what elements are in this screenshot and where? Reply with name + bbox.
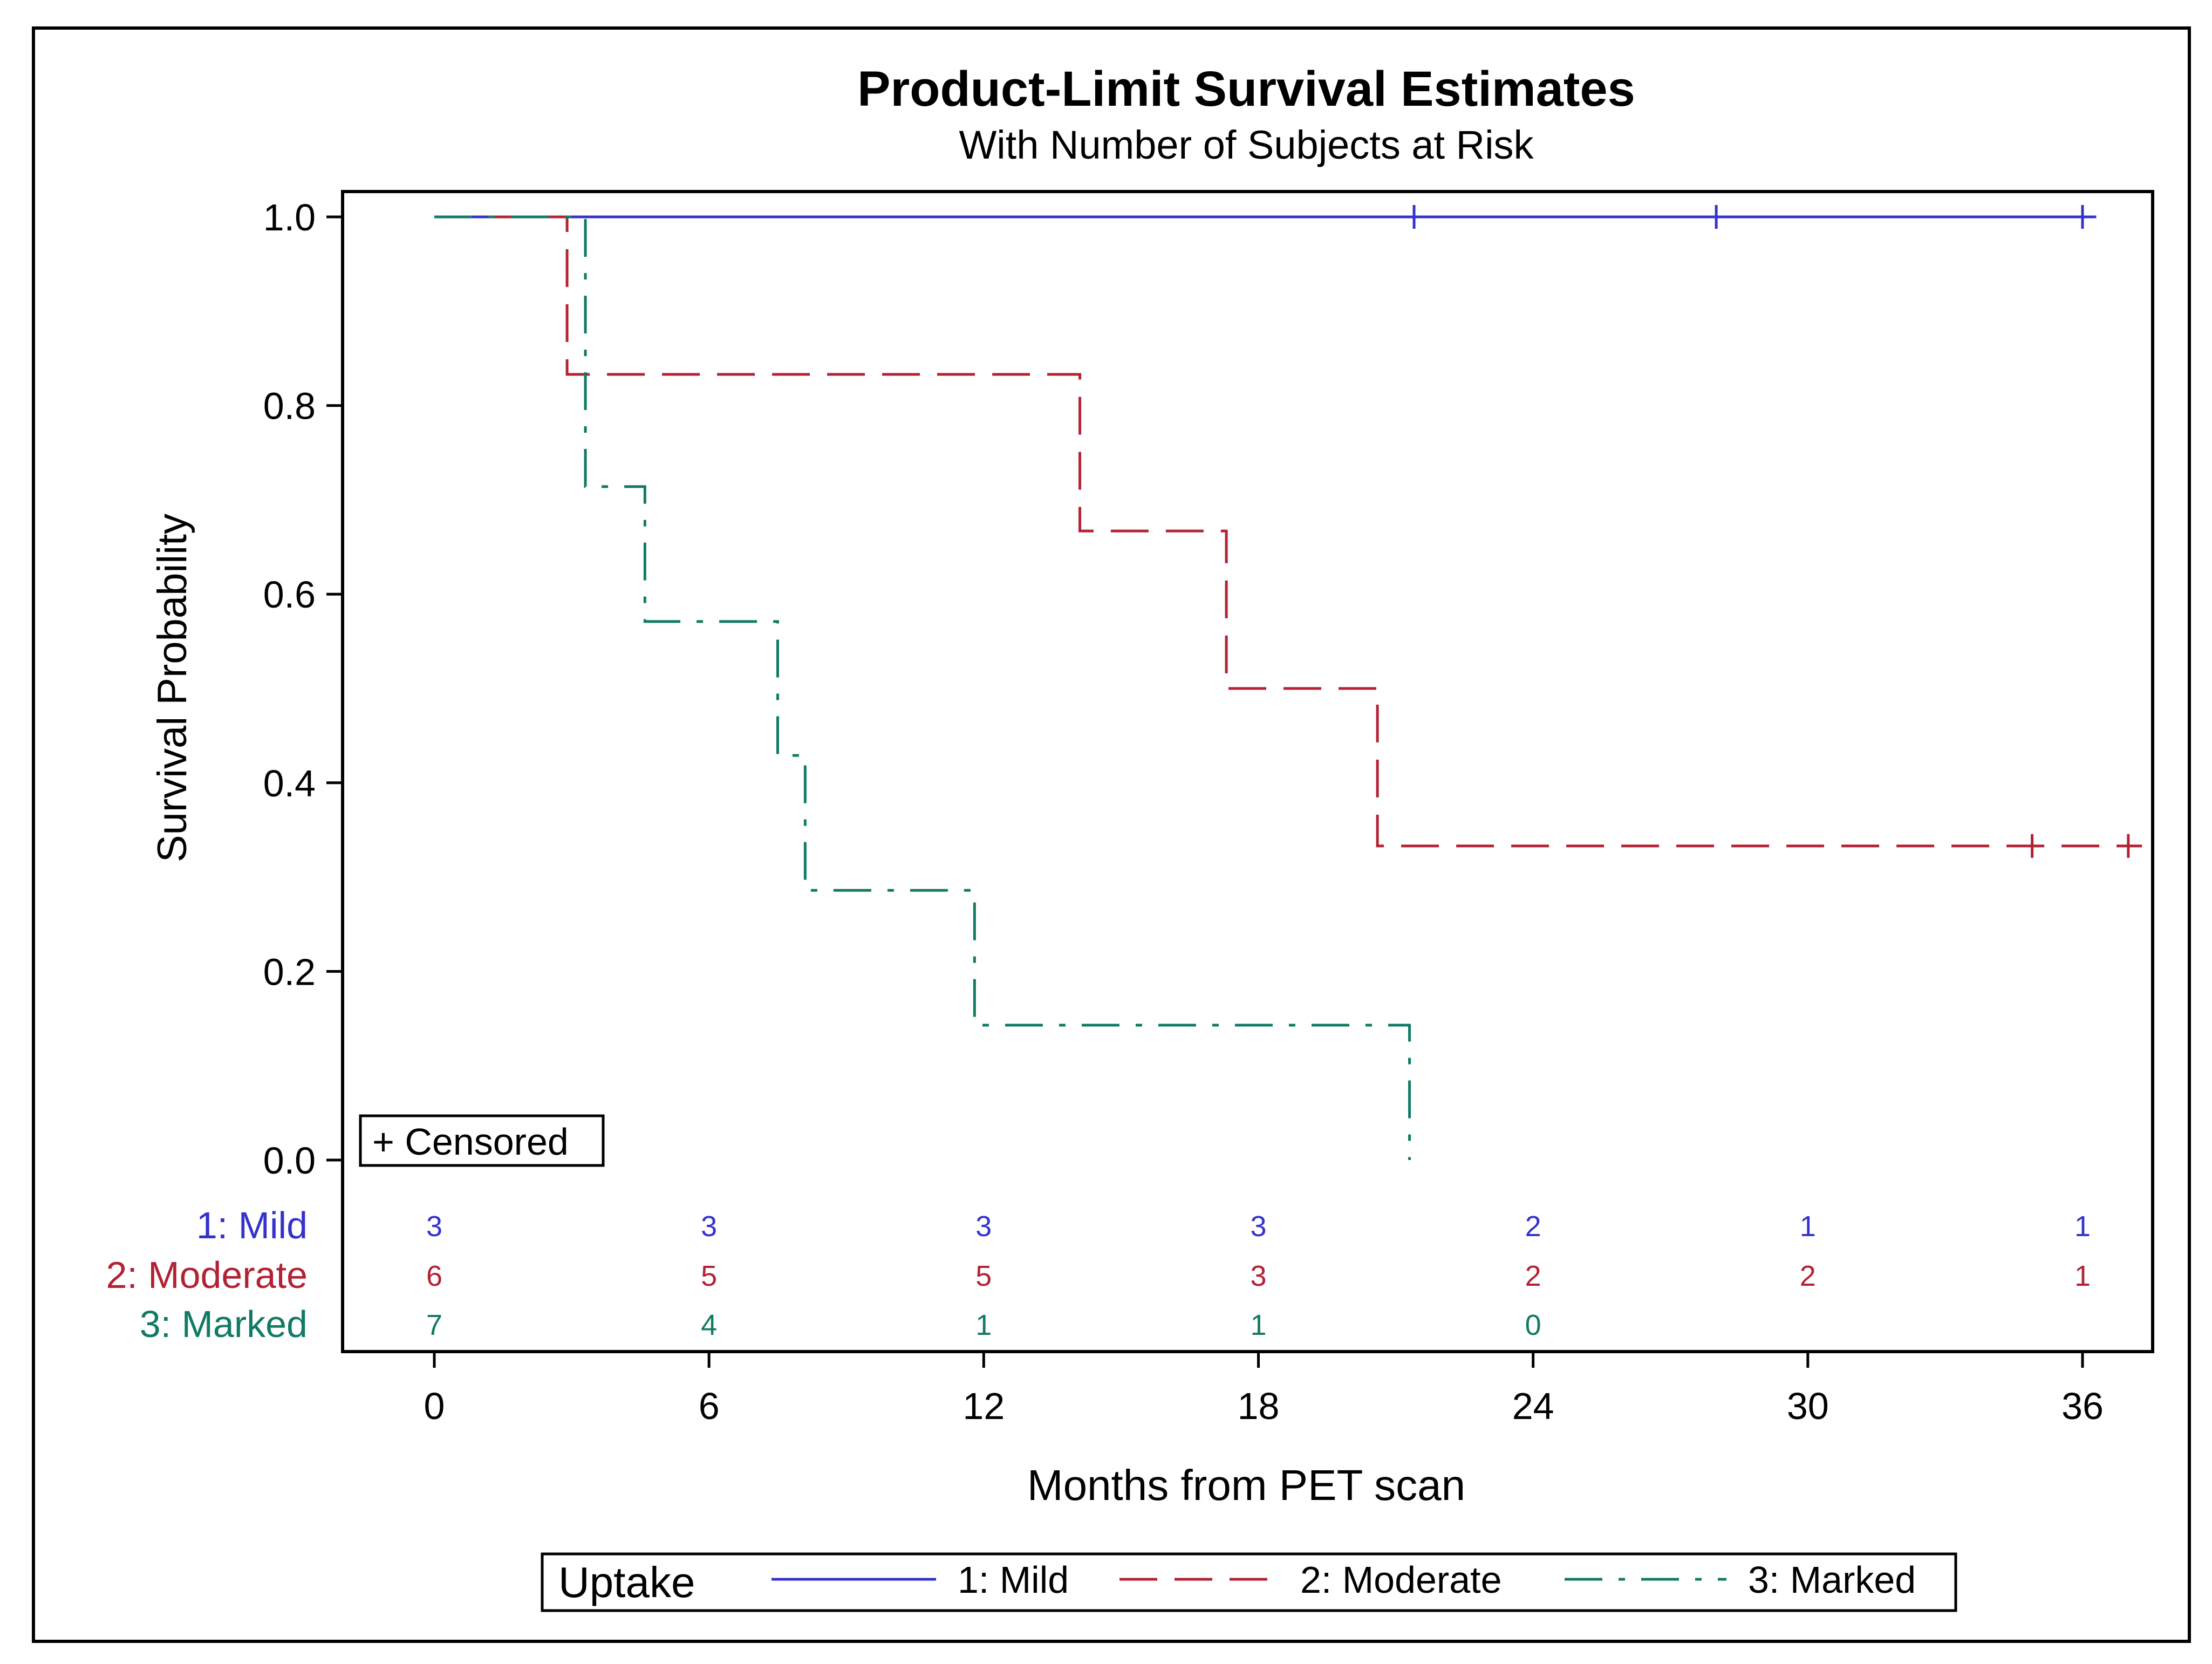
y-axis-label: Survival Probability (149, 514, 195, 862)
censor-marks (1412, 205, 2130, 858)
legend-entry-1: 1: Mild (958, 1559, 1069, 1601)
x-tick-label-6: 36 (2061, 1385, 2104, 1427)
legend: Uptake 1: Mild 2: Moderate 3: Marked (541, 1552, 1957, 1612)
censored-legend-box (359, 1114, 605, 1167)
x-tick-label-4: 24 (1512, 1385, 1554, 1427)
at-risk-value-s1-6: 1 (2074, 1210, 2091, 1243)
plot-frame (341, 190, 2154, 1353)
y-tick-label-0: 0.0 (263, 1140, 316, 1182)
legend-entry-3: 3: Marked (1748, 1559, 1916, 1601)
survival-curves (434, 215, 2142, 1160)
x-axis: 0 6 12 18 24 30 36 (424, 1352, 2104, 1427)
at-risk-value-s2-5: 2 (1800, 1260, 1816, 1292)
at-risk-value-s3-2: 1 (975, 1309, 992, 1341)
at-risk-value-s2-2: 5 (975, 1260, 992, 1292)
at-risk-value-s1-2: 3 (975, 1210, 992, 1243)
at-risk-value-s2-0: 6 (426, 1260, 442, 1292)
x-tick-label-1: 6 (699, 1385, 720, 1427)
legend-title: Uptake (558, 1558, 695, 1606)
at-risk-row-label-3: 3: Marked (140, 1303, 308, 1345)
x-tick-label-3: 18 (1238, 1385, 1280, 1427)
at-risk-value-s2-3: 3 (1250, 1260, 1266, 1292)
x-tick-label-5: 30 (1787, 1385, 1829, 1427)
legend-box (541, 1552, 1957, 1612)
curve-series-2 (434, 215, 2142, 848)
at-risk-row-label-1: 1: Mild (196, 1204, 308, 1246)
at-risk-value-s3-3: 1 (1250, 1309, 1266, 1341)
censored-legend: + Censored (359, 1114, 605, 1167)
chart-subtitle: With Number of Subjects at Risk (959, 122, 1534, 167)
at-risk-table: 1: Mild 3 3 3 3 2 1 1 2: Moderate 6 5 5 3 2 2 1 3: Marke… (106, 1204, 2091, 1345)
legend-entry-2: 2: Moderate (1300, 1559, 1502, 1601)
at-risk-value-s1-5: 1 (1800, 1210, 1816, 1243)
y-tick-label-2: 0.4 (263, 762, 316, 804)
at-risk-value-s1-3: 3 (1250, 1210, 1266, 1243)
y-tick-label-5: 1.0 (263, 196, 316, 238)
at-risk-value-s1-0: 3 (426, 1210, 442, 1243)
outer-frame (32, 26, 2191, 1643)
y-tick-label-4: 0.8 (263, 385, 316, 427)
censored-legend-label: + Censored (372, 1121, 569, 1163)
curve-series-3 (434, 215, 1411, 1160)
at-risk-value-s2-6: 1 (2074, 1260, 2091, 1292)
y-tick-label-1: 0.2 (263, 951, 316, 993)
x-axis-label: Months from PET scan (1027, 1461, 1465, 1509)
at-risk-value-s2-4: 2 (1525, 1260, 1541, 1292)
at-risk-row-label-2: 2: Moderate (106, 1254, 308, 1296)
y-tick-label-3: 0.6 (263, 574, 316, 616)
x-tick-label-2: 12 (962, 1385, 1005, 1427)
y-axis: 0.0 0.2 0.4 0.6 0.8 1.0 (263, 196, 343, 1182)
at-risk-value-s3-1: 4 (701, 1309, 717, 1341)
at-risk-value-s3-4: 0 (1525, 1309, 1541, 1341)
at-risk-value-s1-4: 2 (1525, 1210, 1541, 1243)
x-tick-label-0: 0 (424, 1385, 445, 1427)
chart-title: Product-Limit Survival Estimates (857, 62, 1635, 117)
at-risk-value-s3-0: 7 (426, 1309, 442, 1341)
at-risk-value-s2-1: 5 (701, 1260, 717, 1292)
at-risk-value-s1-1: 3 (701, 1210, 717, 1243)
